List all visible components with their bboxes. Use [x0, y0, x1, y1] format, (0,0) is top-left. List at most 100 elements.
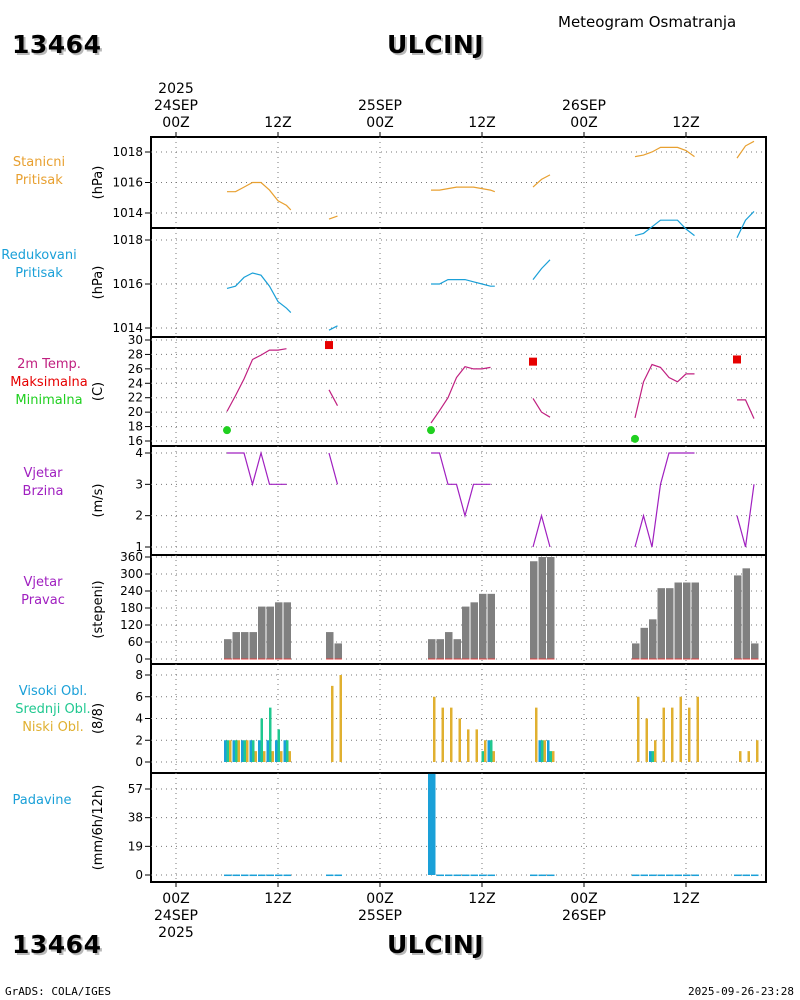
y-tick-label: 16 — [128, 434, 143, 448]
axis-unit-label: (m/s) — [91, 484, 106, 518]
label-line: Pravac — [21, 593, 65, 608]
wind-dir-bar — [742, 568, 750, 659]
wind-dir-bar — [470, 602, 478, 659]
y-tick-label: 1014 — [112, 321, 143, 335]
mid-cloud-bar — [260, 718, 263, 762]
low-cloud-bar — [237, 740, 240, 762]
mid-cloud-bar — [252, 740, 255, 762]
mid-cloud-bar — [235, 740, 238, 762]
precip-bar — [666, 874, 674, 877]
wind-dir-bar — [453, 639, 461, 659]
label-line: Brzina — [22, 484, 64, 499]
low-cloud-bar — [450, 707, 453, 762]
wind-dir-bar — [640, 627, 648, 659]
y-tick-label: 0 — [135, 652, 143, 666]
low-cloud-bar — [543, 740, 546, 762]
y-tick-label: 240 — [120, 584, 143, 598]
precip-bar — [232, 874, 240, 877]
panel-frame — [150, 445, 767, 556]
mid-cloud-bar — [541, 740, 544, 762]
low-cloud-bar — [458, 718, 461, 762]
panel-label-clouds: Visoki Obl. Srednji Obl. Niski Obl. — [0, 683, 108, 737]
tmax-marker — [325, 341, 333, 350]
precip-bar — [674, 874, 682, 877]
low-cloud-bar — [441, 707, 444, 762]
reduced-pressure-line — [736, 210, 755, 239]
wind-dir-bar — [462, 606, 470, 659]
precip-bar — [640, 874, 648, 877]
precip-bar — [742, 874, 750, 877]
date-label-bottom: 24SEP — [154, 908, 198, 924]
temperature-line — [532, 398, 551, 418]
temperature-line — [737, 399, 755, 419]
year-label-bottom: 2025 — [158, 925, 194, 941]
y-tick-label: 20 — [128, 405, 143, 419]
time-label-bottom: 12Z — [468, 891, 495, 907]
precip-bar — [326, 874, 334, 877]
panel-frame — [150, 227, 767, 338]
axis-unit-label: (stepeni) — [91, 580, 106, 638]
mid-cloud-bar — [286, 740, 289, 762]
low-cloud-bar — [280, 751, 283, 762]
low-cloud-bar — [747, 751, 750, 762]
mid-cloud-bar — [549, 751, 552, 762]
label-line-low: Niski Obl. — [22, 720, 84, 735]
temperature-line — [328, 389, 339, 406]
low-cloud-bar — [637, 696, 640, 762]
date-label-bottom: 26SEP — [562, 908, 606, 924]
precip-bar — [479, 874, 487, 877]
wind-dir-bar — [232, 632, 240, 659]
wind-dir-bar — [683, 582, 691, 659]
wind-dir-bar — [326, 632, 334, 659]
y-tick-label: 1 — [135, 540, 143, 554]
wind-dir-bar — [224, 639, 232, 659]
low-cloud-bar — [492, 751, 495, 762]
low-cloud-bar — [535, 707, 538, 762]
tmin-marker — [427, 426, 435, 435]
wind-dir-bar — [487, 593, 495, 659]
precip-bar — [530, 874, 538, 877]
precip-bar — [487, 874, 495, 877]
temperature-line — [634, 363, 695, 419]
low-cloud-bar — [263, 751, 266, 762]
high-cloud-bar — [232, 740, 235, 762]
date-label-top: 26SEP — [562, 98, 606, 114]
y-tick-label: 0 — [135, 755, 143, 769]
y-tick-label: 3 — [135, 477, 143, 491]
precip-bar — [734, 874, 742, 877]
y-tick-label: 57 — [128, 782, 143, 796]
wind-dir-bar — [632, 643, 640, 659]
low-cloud-bar — [679, 696, 682, 762]
y-tick-label: 1016 — [112, 176, 143, 190]
panel-frame — [150, 772, 767, 883]
high-cloud-bar — [487, 740, 490, 762]
label-line-tmin: Minimalna — [15, 393, 83, 408]
low-cloud-bar — [688, 707, 691, 762]
station-pressure-line — [431, 186, 496, 193]
low-cloud-bar — [246, 740, 249, 762]
label-line-tmax: Maksimalna — [10, 375, 88, 390]
time-label-top: 12Z — [264, 115, 291, 131]
label-line: Pritisak — [15, 266, 63, 281]
wind-speed-line — [532, 513, 551, 548]
axis-unit-label: (hPa) — [91, 166, 106, 200]
panel-label-precip: Padavine — [0, 792, 97, 810]
low-cloud-bar — [654, 740, 657, 762]
panel-frame — [150, 136, 767, 229]
precip-bar — [249, 874, 257, 877]
axis-unit-label: (C) — [91, 382, 106, 401]
high-cloud-bar — [275, 740, 278, 762]
label-line: Redukovani — [1, 248, 77, 263]
y-tick-label: 26 — [128, 362, 143, 376]
y-tick-label: 180 — [120, 601, 143, 615]
station-pressure-line — [227, 181, 292, 211]
wind-dir-bar — [275, 602, 283, 659]
footer-timestamp: 2025-09-26-23:28 — [688, 985, 794, 998]
date-label-top: 25SEP — [358, 98, 402, 114]
y-tick-label: 19 — [128, 839, 143, 853]
time-label-top: 12Z — [672, 115, 699, 131]
temperature-line — [430, 366, 491, 424]
y-tick-label: 8 — [135, 668, 143, 682]
precip-bar — [224, 874, 232, 877]
